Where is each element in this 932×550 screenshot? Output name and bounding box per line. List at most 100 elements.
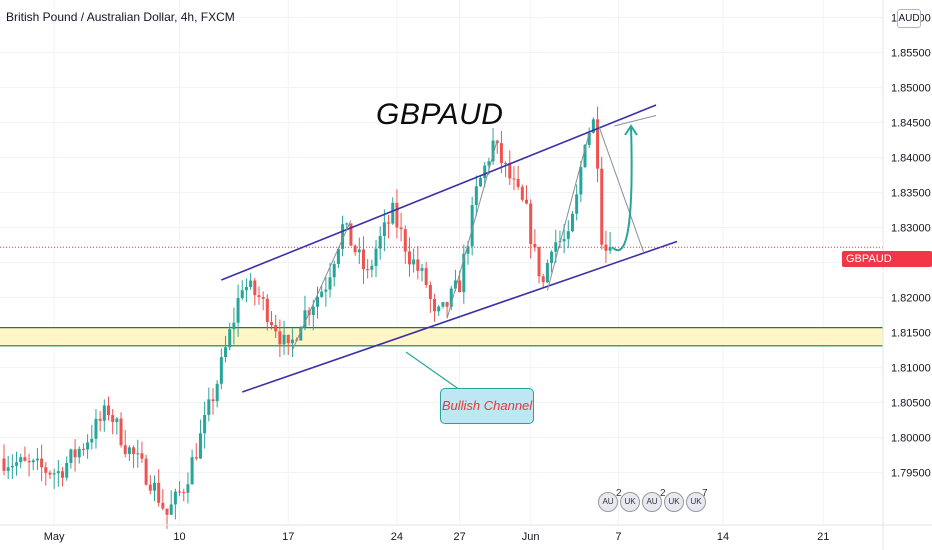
price-tag-value: 1.82718 [842,267,891,283]
candle-down [111,415,115,423]
x-tick-label: 21 [817,531,829,543]
candle-down [73,449,77,458]
candle-down [428,284,432,300]
candle-up [479,178,483,187]
candle-down [361,249,365,270]
candle-up [240,290,244,299]
candle-up [441,302,445,307]
candle-up [545,262,549,283]
y-tick-label: 1.80500 [891,398,931,410]
candle-up [86,442,90,450]
candle-up [483,165,487,179]
candle-down [165,508,169,515]
candle-up [437,306,441,312]
x-tick-label: 7 [615,531,621,543]
x-tick-label: 17 [282,531,294,543]
candle-up [575,194,579,214]
impulse-line [614,115,657,127]
candle-down [533,243,537,248]
candle-up [232,322,236,330]
y-tick-label: 1.83500 [891,188,931,200]
candle-down [529,203,533,244]
candle-down [44,467,48,473]
candle-up [412,259,416,265]
y-tick-label: 1.81500 [891,328,931,340]
currency-button[interactable]: AUD [897,9,921,28]
candle-up [249,280,253,288]
candle-up [420,268,424,271]
projection-arrowhead [624,124,638,136]
impulse-line [546,132,590,291]
candle-up [65,462,69,478]
event-flag-icon[interactable]: UK [620,492,640,512]
candle-down [458,280,462,293]
candle-down [600,168,604,245]
channel-lower-line [241,240,678,393]
candle-down [278,331,282,345]
candle-down [433,299,437,312]
candle-up [52,473,56,475]
candle-down [270,322,274,326]
candle-down [144,458,148,485]
candle-down [424,268,428,285]
candle-up [474,186,478,206]
candle-down [512,178,516,180]
candle-down [107,405,110,416]
event-count: 2 [660,488,666,499]
candle-up [487,161,491,166]
candle-down [353,245,357,253]
callout-pointer [405,351,461,391]
candle-down [537,247,541,277]
candle-up [562,238,566,242]
candle-up [341,224,345,249]
event-flag-icon[interactable]: UK [664,492,684,512]
candle-up [190,457,194,485]
y-tick-label: 1.79500 [891,468,931,480]
event-flag-icon[interactable]: AU [642,492,662,512]
event-flag-icon[interactable]: UK [686,492,706,512]
candle-down [516,179,520,187]
candle-up [152,482,156,491]
bullish-channel-callout[interactable]: Bullish Channel [440,388,534,424]
candle-down [161,502,165,509]
candle-up [173,491,177,505]
x-tick-label: 27 [453,531,465,543]
candle-down [27,460,31,463]
candle-down [132,447,136,455]
candle-down [194,457,198,459]
candle-up [102,405,106,421]
candle-up [504,162,508,164]
candle-down [508,162,512,179]
candle-up [320,291,324,297]
candle-down [123,445,127,454]
candle-up [186,484,190,493]
candle-up [374,248,378,266]
candle-up [570,213,574,232]
y-tick-label: 1.81000 [891,363,931,375]
candle-down [61,471,65,478]
candle-up [462,253,466,293]
candle-down [604,244,608,251]
event-flag-icon[interactable]: AU [598,492,618,512]
x-tick-label: Jun [522,531,540,543]
candle-up [19,457,23,463]
candle-down [23,457,27,461]
candle-up [203,414,207,434]
candle-up [587,132,591,145]
candle-down [407,251,411,265]
candle-down [157,482,161,503]
candle-down [81,448,85,450]
candle-up [6,467,10,471]
candle-up [328,277,332,290]
projection-curve [611,125,633,252]
candle-up [579,166,583,195]
x-tick-label: May [44,531,65,543]
candle-up [316,296,319,307]
candle-down [495,140,499,144]
x-tick-label: 24 [391,531,403,543]
impulse-line [291,220,352,351]
candle-up [382,222,386,237]
candle-down [445,302,449,307]
candle-up [35,458,39,461]
